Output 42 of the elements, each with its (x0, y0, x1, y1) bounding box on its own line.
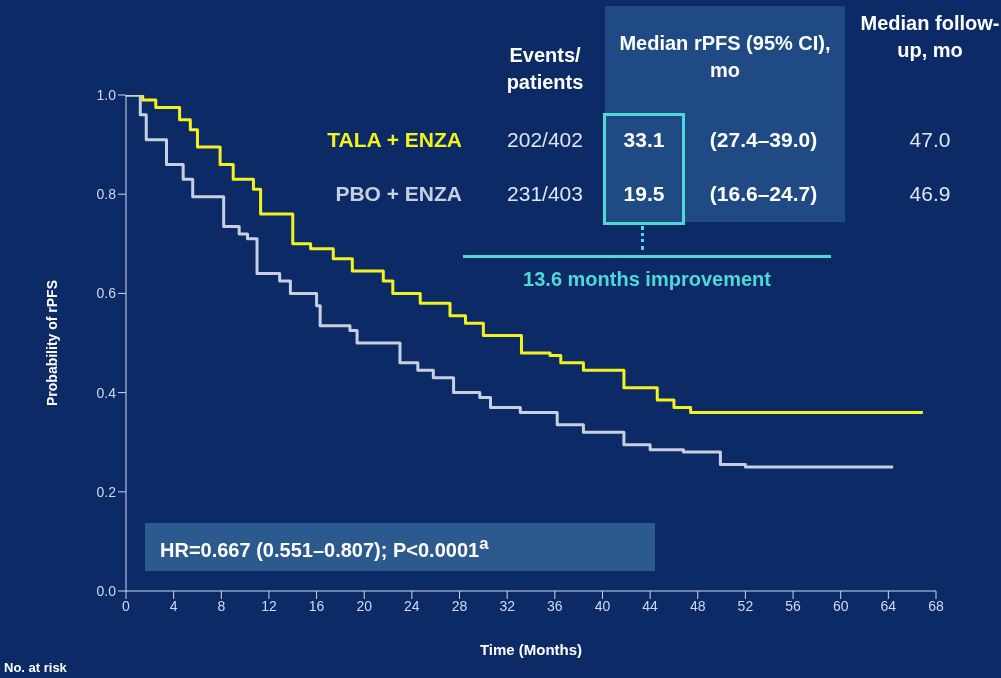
x-axis-title: Time (Months) (479, 641, 583, 658)
annotation: 19.5 (622, 182, 666, 206)
text: TALA + ENZA (327, 128, 462, 152)
y-tick-label: 0.4 (96, 384, 117, 401)
x-tick-label: 44 (642, 597, 659, 614)
x-tick-label: 40 (594, 597, 611, 614)
y-tick-label: 0.2 (96, 483, 117, 500)
x-tick-label: 64 (880, 597, 897, 614)
y-tick-label: 0.0 (96, 582, 117, 599)
x-tick-label: 8 (217, 597, 226, 614)
y-tick-label: 1.0 (96, 86, 117, 103)
annotation: 46.9 (908, 182, 952, 206)
x-tick-label: 56 (785, 597, 802, 614)
annotation: 13.6 months improvement (522, 268, 772, 291)
x-tick-label: 4 (169, 597, 178, 614)
y-tick-label: 0.8 (96, 186, 117, 203)
x-tick-label: 52 (737, 597, 754, 614)
annotation: 202/402 (506, 128, 584, 152)
x-tick-label: 48 (689, 597, 706, 614)
text: Median follow-up, mo (859, 11, 1001, 63)
text: No. at risk (4, 660, 67, 675)
y-tick-label: 0.6 (96, 285, 117, 302)
text: Median rPFS (95% CI), mo (618, 31, 832, 83)
x-tick-label: 0 (122, 597, 131, 614)
annotation: (27.4–39.0) (708, 128, 819, 152)
annotation: 231/403 (506, 182, 584, 206)
text: Events/ patients (505, 43, 585, 95)
text: PBO + ENZA (335, 182, 462, 206)
annotation: HR=0.667 (0.551–0.807); P<0.0001$^{a}$ (160, 534, 489, 562)
x-tick-label: 32 (499, 597, 516, 614)
y-axis-title: Probability of rPFS (43, 279, 60, 407)
x-tick-label: 24 (404, 597, 420, 614)
x-tick-label: 36 (547, 597, 563, 614)
x-tick-label: 28 (451, 597, 468, 614)
x-tick-label: 16 (308, 597, 325, 614)
annotation: 33.1 (622, 128, 666, 152)
x-tick-label: 68 (928, 597, 944, 614)
annotation: 47.0 (908, 128, 952, 152)
annotation: (16.6–24.7) (708, 182, 819, 206)
x-tick-label: 12 (261, 597, 277, 614)
x-tick-label: 20 (356, 597, 373, 614)
x-tick-label: 60 (832, 597, 849, 614)
